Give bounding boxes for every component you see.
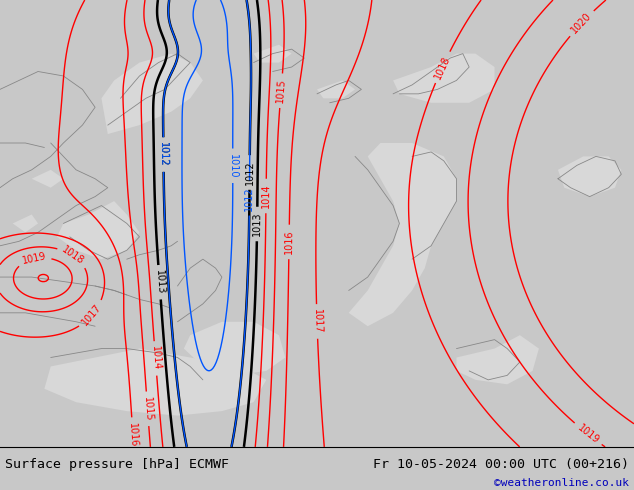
Text: 1020: 1020 <box>569 11 593 36</box>
Text: ©weatheronline.co.uk: ©weatheronline.co.uk <box>494 478 629 488</box>
Text: 1019: 1019 <box>22 251 48 266</box>
Text: 1013: 1013 <box>153 270 165 295</box>
Text: 1016: 1016 <box>284 230 294 254</box>
Polygon shape <box>456 335 539 384</box>
Text: 1014: 1014 <box>150 346 162 371</box>
Polygon shape <box>317 80 355 98</box>
Text: 1014: 1014 <box>261 184 271 208</box>
Polygon shape <box>558 156 621 196</box>
Text: 1012: 1012 <box>158 142 169 167</box>
Polygon shape <box>13 215 38 232</box>
Polygon shape <box>101 53 203 134</box>
Text: 1015: 1015 <box>275 78 287 103</box>
Text: 1018: 1018 <box>433 54 452 80</box>
Text: 1017: 1017 <box>81 302 104 327</box>
Polygon shape <box>393 53 495 103</box>
Polygon shape <box>184 322 285 375</box>
Polygon shape <box>349 143 456 326</box>
Text: 1017: 1017 <box>312 309 323 334</box>
Text: 1019: 1019 <box>575 422 600 445</box>
Text: 1018: 1018 <box>60 245 86 267</box>
Text: 1010: 1010 <box>228 153 238 178</box>
Polygon shape <box>57 201 139 259</box>
Text: 1013: 1013 <box>252 212 262 236</box>
Text: 1012: 1012 <box>245 160 255 185</box>
Text: 1016: 1016 <box>127 422 139 447</box>
Text: Fr 10-05-2024 00:00 UTC (00+216): Fr 10-05-2024 00:00 UTC (00+216) <box>373 458 629 471</box>
Polygon shape <box>44 348 266 416</box>
Text: 1015: 1015 <box>141 396 153 421</box>
Text: 1012: 1012 <box>244 186 254 211</box>
Text: Surface pressure [hPa] ECMWF: Surface pressure [hPa] ECMWF <box>5 458 229 471</box>
Polygon shape <box>32 170 63 188</box>
Text: 1012: 1012 <box>158 142 169 167</box>
Polygon shape <box>254 45 292 63</box>
